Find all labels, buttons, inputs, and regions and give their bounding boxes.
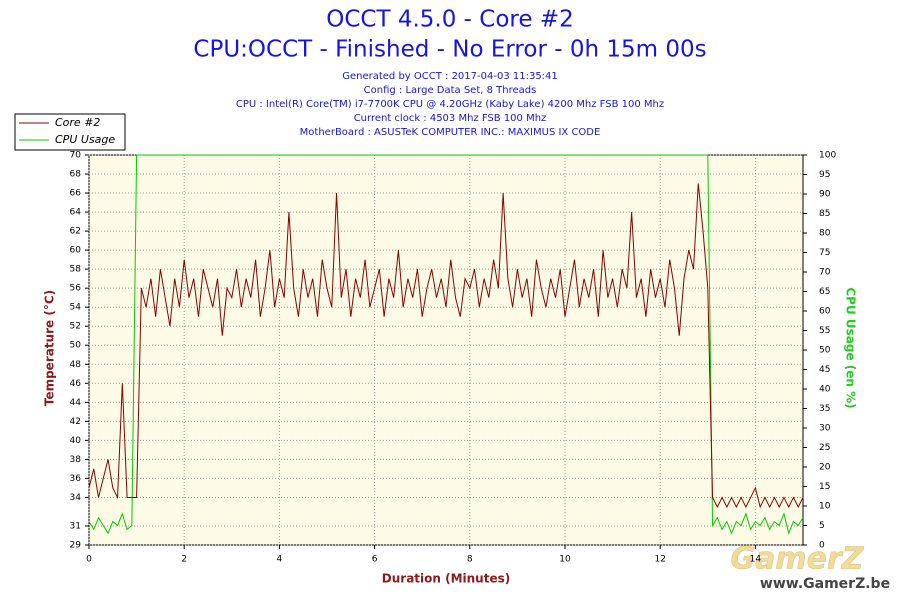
y2-tick-label: 35 — [819, 404, 830, 414]
legend-box — [14, 113, 126, 151]
x-tick-label: 0 — [86, 555, 92, 565]
y2-tick-label: 0 — [819, 541, 825, 551]
y-axis-label: Temperature (°C) — [43, 290, 57, 406]
y2-tick-label: 40 — [819, 385, 831, 395]
y2-axis-label: CPU Usage (en %) — [844, 287, 858, 408]
y2-tick-label: 100 — [819, 151, 836, 161]
y2-tick-label: 70 — [819, 268, 831, 278]
y-tick-label: 64 — [70, 208, 82, 218]
series-line — [88, 154, 804, 535]
legend-label: Core #2 — [55, 116, 100, 129]
y-tick-label: 42 — [70, 417, 81, 427]
y-tick-label: 34 — [70, 493, 82, 503]
y-tick-label: 31 — [70, 521, 81, 531]
y2-tick-label: 10 — [819, 502, 831, 512]
y-tick-label: 66 — [70, 189, 82, 199]
y-tick-label: 56 — [70, 284, 82, 294]
y2-tick-label: 75 — [819, 248, 830, 258]
y-tick-label: 50 — [70, 341, 82, 351]
legend-label: CPU Usage — [55, 133, 115, 146]
y2-tick-label: 85 — [819, 209, 830, 219]
y-tick-label: 58 — [70, 265, 82, 275]
x-tick-label: 8 — [467, 555, 473, 565]
y-tick-label: 54 — [70, 303, 82, 313]
y-tick-label: 29 — [70, 541, 82, 551]
y2-tick-label: 45 — [819, 365, 830, 375]
y2-tick-label: 15 — [819, 482, 830, 492]
chart-title: OCCT 4.5.0 - Core #2 — [326, 7, 573, 33]
info-line: CPU : Intel(R) Core(TM) i7-7700K CPU @ 4… — [236, 99, 664, 110]
y-tick-label: 60 — [70, 246, 82, 256]
y2-tick-label: 30 — [819, 424, 831, 434]
x-tick-label: 6 — [372, 555, 378, 565]
x-tick-label: 4 — [277, 555, 283, 565]
x-tick-label: 10 — [559, 555, 571, 565]
y-tick-label: 70 — [70, 151, 82, 161]
info-line: Generated by OCCT : 2017-04-03 11:35:41 — [342, 71, 558, 82]
y-tick-label: 62 — [70, 227, 81, 237]
x-tick-label: 14 — [750, 555, 762, 565]
watermark: GamerZ — [730, 542, 864, 577]
series-line — [88, 183, 804, 509]
y2-tick-label: 5 — [819, 521, 825, 531]
y2-tick-label: 50 — [819, 346, 831, 356]
info-line: MotherBoard : ASUSTeK COMPUTER INC.: MAX… — [300, 127, 601, 138]
y2-tick-label: 90 — [819, 190, 831, 200]
chart-subtitle: CPU:OCCT - Finished - No Error - 0h 15m … — [193, 37, 706, 63]
x-tick-label: 2 — [181, 555, 187, 565]
y2-tick-label: 80 — [819, 229, 831, 239]
watermark-url: www.GamerZ.be — [760, 576, 890, 592]
y-tick-label: 38 — [70, 455, 82, 465]
y-tick-label: 48 — [70, 360, 82, 370]
info-line: Current clock : 4503 Mhz FSB 100 Mhz — [354, 113, 547, 124]
info-line: Config : Large Data Set, 8 Threads — [364, 85, 537, 96]
x-tick-label: 12 — [654, 555, 665, 565]
y2-tick-label: 65 — [819, 287, 830, 297]
y2-tick-label: 60 — [819, 307, 831, 317]
y-tick-label: 46 — [70, 379, 82, 389]
y-tick-label: 36 — [70, 474, 82, 484]
y-tick-label: 52 — [70, 322, 81, 332]
x-axis-label: Duration (Minutes) — [382, 572, 510, 586]
y2-tick-label: 55 — [819, 326, 830, 336]
y-tick-label: 40 — [70, 436, 82, 446]
y-tick-label: 68 — [70, 170, 82, 180]
y-tick-label: 44 — [70, 398, 82, 408]
y2-tick-label: 25 — [819, 443, 830, 453]
plot-area — [88, 154, 804, 546]
y2-tick-label: 95 — [819, 170, 830, 180]
y2-tick-label: 20 — [819, 463, 831, 473]
